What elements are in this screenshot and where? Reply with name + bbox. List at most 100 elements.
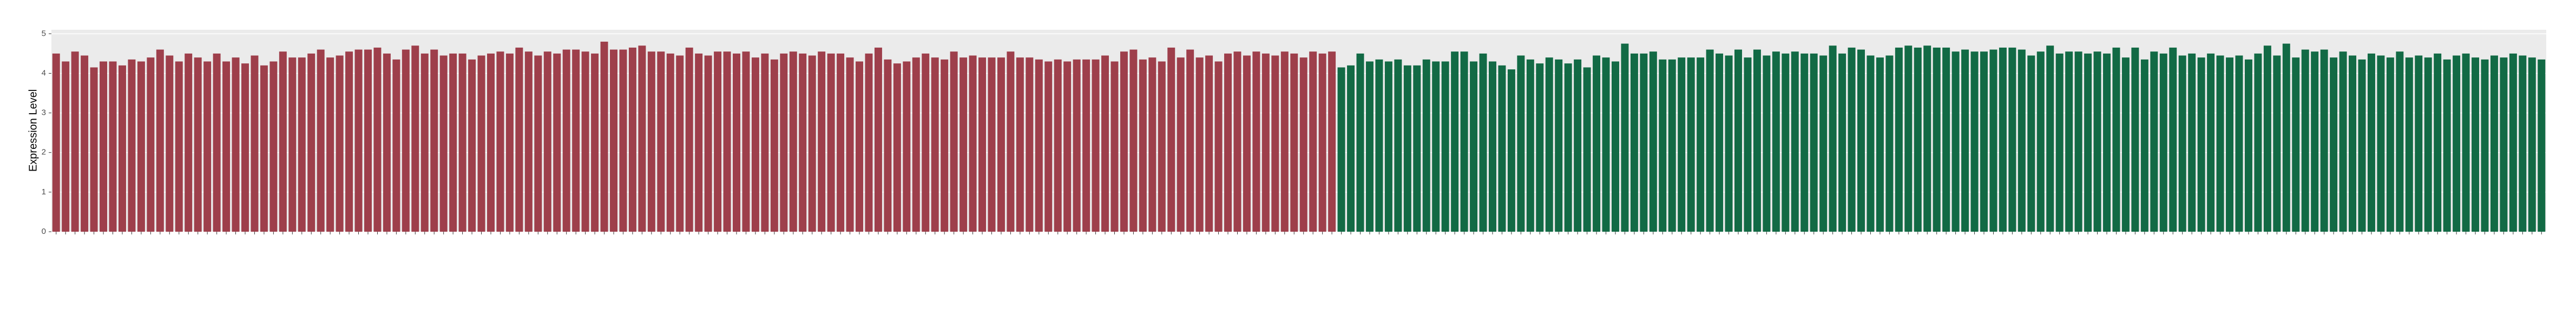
bar	[1280, 51, 1289, 232]
bar	[2377, 55, 2385, 232]
bar	[1337, 67, 1345, 232]
bar	[1923, 45, 1931, 232]
bar	[1129, 49, 1138, 232]
bar	[581, 51, 589, 232]
bar	[733, 53, 740, 232]
bar	[251, 55, 259, 232]
bar	[591, 53, 599, 232]
bar	[430, 49, 438, 232]
bar	[1403, 65, 1411, 232]
bar	[628, 47, 636, 232]
bar	[1933, 47, 1941, 232]
bar	[109, 61, 117, 232]
bar	[156, 49, 164, 232]
bar	[402, 49, 410, 232]
bar	[676, 55, 684, 232]
bar	[1470, 61, 1478, 232]
y-tick-label: 1	[42, 187, 46, 197]
bar	[1999, 47, 2007, 232]
bar	[1989, 49, 1997, 232]
bar	[1583, 67, 1591, 232]
bar	[2121, 57, 2130, 232]
bar	[458, 53, 466, 232]
bar	[147, 57, 155, 232]
bar	[2093, 51, 2101, 232]
bar	[1668, 59, 1676, 232]
bar	[2159, 53, 2167, 232]
bar	[2140, 59, 2148, 232]
bar	[1205, 55, 1213, 232]
bar	[270, 61, 278, 232]
bar	[2490, 55, 2498, 232]
bar	[2472, 57, 2480, 232]
bar	[789, 51, 797, 232]
bar	[317, 49, 325, 232]
bar	[2055, 53, 2064, 232]
bar	[166, 55, 174, 232]
bar	[1384, 61, 1392, 232]
bar	[638, 45, 646, 232]
bar	[2367, 53, 2375, 232]
bar	[874, 47, 882, 232]
bar	[1716, 53, 1724, 232]
bar	[288, 57, 297, 232]
bar	[62, 61, 70, 232]
bar	[1101, 55, 1109, 232]
bar	[1734, 49, 1742, 232]
bar	[534, 55, 542, 232]
bar	[1375, 59, 1383, 232]
bar	[1885, 55, 1894, 232]
bar	[487, 53, 495, 232]
bar	[1848, 47, 1856, 232]
bar	[326, 57, 334, 232]
bar	[81, 55, 89, 232]
bar	[1186, 49, 1194, 232]
bar	[1895, 47, 1903, 232]
bar	[1611, 61, 1619, 232]
bar	[1914, 47, 1922, 232]
bar	[2216, 55, 2224, 232]
bar	[364, 49, 372, 232]
bar	[2481, 59, 2489, 232]
bar	[1148, 57, 1156, 232]
bar	[2188, 53, 2196, 232]
bar	[969, 55, 977, 232]
bar	[1413, 65, 1421, 232]
bar	[1460, 51, 1468, 232]
bar	[1829, 45, 1837, 232]
bar	[950, 51, 958, 232]
bar	[2235, 55, 2243, 232]
bar	[1772, 51, 1780, 232]
bar	[2538, 59, 2546, 232]
bar	[1951, 51, 1960, 232]
bar	[1744, 57, 1752, 232]
bar	[1139, 59, 1147, 232]
bar	[1526, 59, 1534, 232]
bar	[194, 57, 202, 232]
bar	[2254, 53, 2262, 232]
bar	[2226, 57, 2234, 232]
bar	[941, 59, 949, 232]
bar	[1299, 57, 1307, 232]
bar	[931, 57, 939, 232]
bar	[2046, 45, 2054, 232]
bar	[657, 51, 665, 232]
bar	[1725, 55, 1733, 232]
bar	[2282, 43, 2290, 232]
bar	[2453, 55, 2461, 232]
bar	[1970, 51, 1979, 232]
bar	[610, 49, 617, 232]
bar	[118, 65, 126, 232]
bar	[884, 59, 892, 232]
bar	[392, 59, 400, 232]
bar	[893, 63, 901, 232]
bar	[2528, 57, 2536, 232]
bar	[1195, 57, 1204, 232]
bar	[213, 53, 221, 232]
bar	[1545, 57, 1553, 232]
bar	[1347, 65, 1355, 232]
bar	[1687, 57, 1695, 232]
y-tick-label: 5	[42, 29, 46, 38]
bar	[1177, 57, 1185, 232]
bar	[1290, 53, 1298, 232]
